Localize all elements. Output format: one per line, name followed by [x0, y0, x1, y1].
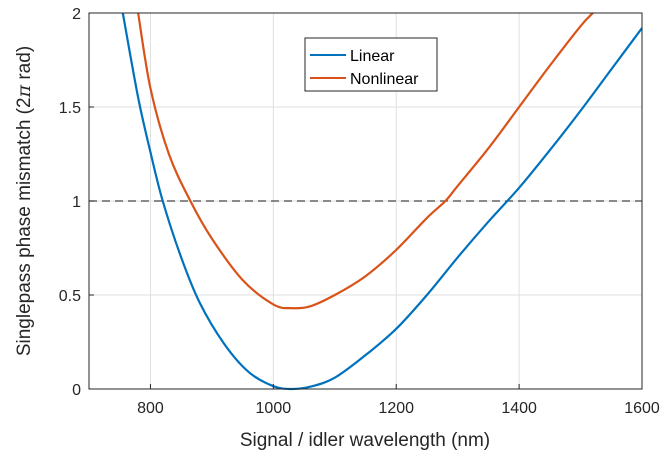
x-axis-label: Signal / idler wavelength (nm)	[240, 430, 490, 451]
y-tick-label-4: 2	[72, 6, 81, 23]
y-tick-label-1: 0.5	[59, 288, 81, 305]
legend: Linear Nonlinear	[304, 37, 438, 92]
legend-label-nonlinear: Nonlinear	[350, 71, 419, 88]
y-tick-label-0: 0	[72, 382, 81, 399]
y-tick-label-2: 1	[72, 194, 81, 211]
axis-ticks: 800 1000 1200 1400 1600 0 0.5 1 1.5 2	[59, 6, 660, 417]
y-tick-label-3: 1.5	[59, 100, 81, 117]
y-axis-label-pi: π	[13, 84, 35, 98]
x-tick-label-4: 1600	[624, 400, 660, 417]
series-lines	[121, 12, 643, 391]
legend-box	[304, 37, 438, 92]
y-axis-label-unit: rad)	[14, 46, 35, 85]
y-axis-label: Singlepass phase mismatch (2π rad)	[13, 46, 35, 356]
series-line-linear	[121, 12, 643, 391]
legend-label-linear: Linear	[350, 48, 395, 65]
x-tick-label-1: 1000	[256, 400, 292, 417]
x-tick-label-2: 1200	[378, 400, 414, 417]
y-axis-label-main: Singlepass phase mismatch (2	[14, 97, 35, 356]
series-line-nonlinear	[137, 12, 594, 310]
x-tick-label-3: 1400	[501, 400, 537, 417]
x-tick-label-0: 800	[137, 400, 164, 417]
